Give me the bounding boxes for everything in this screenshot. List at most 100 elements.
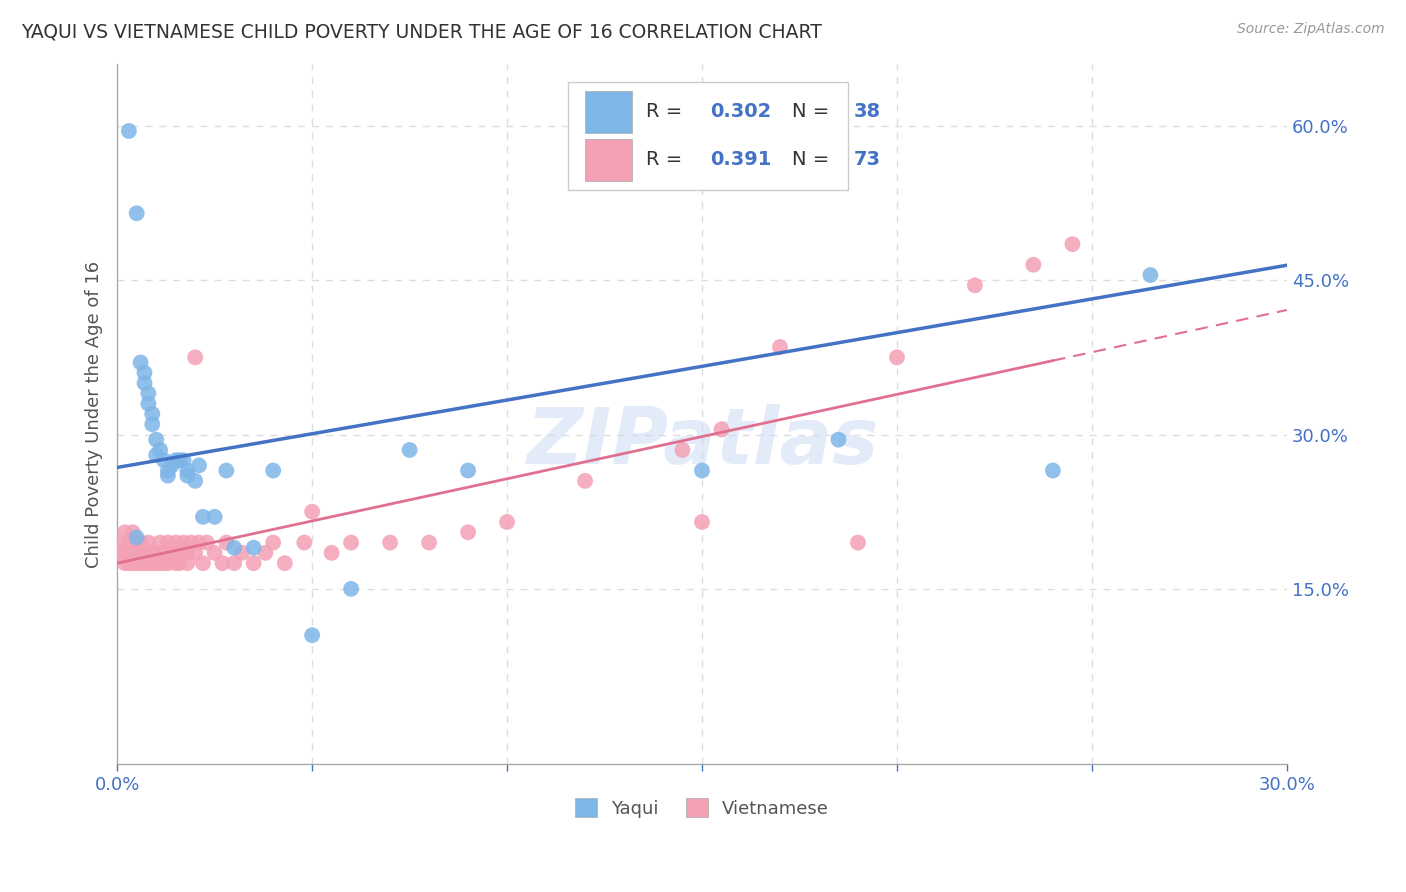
Point xyxy=(690,515,713,529)
Point xyxy=(169,556,191,570)
Point xyxy=(121,556,143,570)
Point xyxy=(242,556,264,570)
Point xyxy=(496,515,519,529)
Point xyxy=(134,366,156,380)
Point xyxy=(963,278,986,293)
Point xyxy=(378,535,401,549)
Point xyxy=(134,376,156,390)
Point xyxy=(418,535,440,549)
Point xyxy=(1022,258,1045,272)
Text: N =: N = xyxy=(792,103,835,121)
Point xyxy=(153,556,176,570)
Point xyxy=(242,541,264,555)
Point xyxy=(156,535,179,549)
Point xyxy=(224,556,246,570)
Point xyxy=(172,453,194,467)
Point xyxy=(138,386,160,401)
Point xyxy=(224,541,246,555)
Point xyxy=(149,442,172,457)
Point xyxy=(215,535,238,549)
FancyBboxPatch shape xyxy=(585,91,631,133)
FancyBboxPatch shape xyxy=(585,138,631,181)
Point xyxy=(301,505,323,519)
Point xyxy=(121,525,143,540)
Point xyxy=(114,525,136,540)
Point xyxy=(149,535,172,549)
Point xyxy=(165,556,187,570)
Point xyxy=(262,535,284,549)
Point xyxy=(156,464,179,478)
Point xyxy=(141,556,163,570)
Point xyxy=(574,474,596,488)
Point xyxy=(145,546,167,560)
Point xyxy=(846,535,869,549)
Legend: Yaqui, Vietnamese: Yaqui, Vietnamese xyxy=(568,791,837,825)
Point xyxy=(769,340,792,354)
Point xyxy=(398,442,420,457)
Point xyxy=(184,474,207,488)
Point xyxy=(457,525,479,540)
Point xyxy=(254,546,277,560)
Point xyxy=(118,124,141,138)
Point xyxy=(134,546,156,560)
Text: 0.391: 0.391 xyxy=(710,150,772,169)
Point xyxy=(141,407,163,421)
Point xyxy=(125,530,148,544)
Point xyxy=(191,509,214,524)
Point xyxy=(827,433,849,447)
Point xyxy=(153,546,176,560)
Point xyxy=(118,546,141,560)
Point xyxy=(125,556,148,570)
Text: ZIPatlas: ZIPatlas xyxy=(526,404,879,480)
Point xyxy=(204,509,226,524)
Point xyxy=(129,535,152,549)
Point xyxy=(138,546,160,560)
Text: N =: N = xyxy=(792,150,835,169)
Point xyxy=(1139,268,1161,282)
Point xyxy=(129,355,152,369)
Text: 0.302: 0.302 xyxy=(710,103,772,121)
Point xyxy=(188,535,211,549)
Point xyxy=(156,468,179,483)
Point xyxy=(195,535,218,549)
Text: YAQUI VS VIETNAMESE CHILD POVERTY UNDER THE AGE OF 16 CORRELATION CHART: YAQUI VS VIETNAMESE CHILD POVERTY UNDER … xyxy=(21,22,823,41)
Text: Source: ZipAtlas.com: Source: ZipAtlas.com xyxy=(1237,22,1385,37)
Point xyxy=(121,546,143,560)
Point xyxy=(292,535,315,549)
Point xyxy=(176,546,198,560)
Point xyxy=(671,442,693,457)
Point xyxy=(125,206,148,220)
Point xyxy=(129,546,152,560)
Point xyxy=(191,556,214,570)
Point xyxy=(118,535,141,549)
Text: 73: 73 xyxy=(853,150,882,169)
Point xyxy=(321,546,343,560)
Point xyxy=(184,351,207,365)
Point xyxy=(1062,237,1084,252)
Y-axis label: Child Poverty Under the Age of 16: Child Poverty Under the Age of 16 xyxy=(86,260,103,567)
Point xyxy=(134,556,156,570)
Point xyxy=(710,422,733,436)
Point xyxy=(690,464,713,478)
Point xyxy=(184,546,207,560)
Point xyxy=(160,546,183,560)
Point xyxy=(114,546,136,560)
Point xyxy=(188,458,211,473)
Point xyxy=(156,556,179,570)
Point xyxy=(176,556,198,570)
Point xyxy=(145,433,167,447)
Point xyxy=(118,556,141,570)
Point xyxy=(141,417,163,432)
Point xyxy=(204,546,226,560)
Point xyxy=(138,556,160,570)
Point xyxy=(172,535,194,549)
Point xyxy=(110,546,132,560)
FancyBboxPatch shape xyxy=(568,81,848,190)
Point xyxy=(138,397,160,411)
Point xyxy=(457,464,479,478)
Point xyxy=(169,546,191,560)
Text: 38: 38 xyxy=(853,103,882,121)
Text: R =: R = xyxy=(645,150,695,169)
Point xyxy=(340,535,363,549)
Point xyxy=(114,556,136,570)
